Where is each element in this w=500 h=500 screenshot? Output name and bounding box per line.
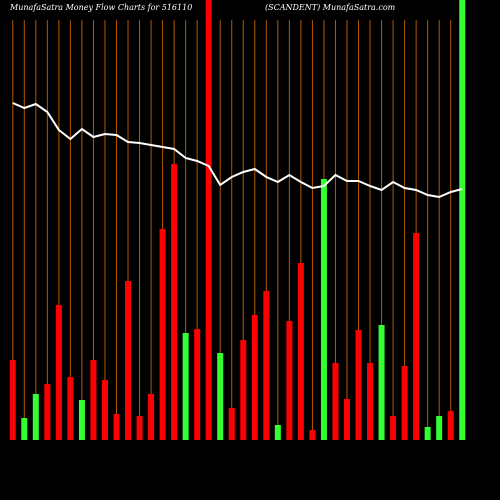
money-flow-line [12,102,463,199]
bar [217,353,224,440]
bar [125,281,132,440]
bar [390,416,397,440]
bar [286,321,293,440]
bar [171,164,178,440]
bar [228,408,235,440]
chart-subtitle: (SCANDENT) MunafaSatra.com [265,3,396,12]
bar [159,229,166,440]
bar [355,330,362,440]
bar [343,399,350,440]
bar [9,360,16,440]
bar [367,363,374,440]
bar [378,325,385,440]
bar [424,427,431,440]
bar [459,0,466,440]
bar [447,411,454,440]
bar [309,430,316,440]
bar [113,414,120,440]
bar [32,394,39,440]
bar [55,305,62,440]
bar [274,425,281,440]
bar [21,418,28,440]
bar [194,329,201,440]
bar [67,377,74,440]
bar [101,380,108,440]
bar [251,315,258,440]
bar [297,263,304,440]
bar [148,394,155,440]
bar [44,384,51,440]
bar [436,416,443,440]
bar [182,333,189,440]
bar [401,366,408,440]
bar [136,416,143,440]
bar [78,400,85,440]
bar [320,179,327,440]
bar [240,340,247,440]
bar [332,363,339,440]
bar [413,233,420,440]
bar [90,360,97,440]
bar [205,0,212,440]
chart-title: MunafaSatra Money Flow Charts for 516110 [9,3,192,12]
bar [263,291,270,440]
